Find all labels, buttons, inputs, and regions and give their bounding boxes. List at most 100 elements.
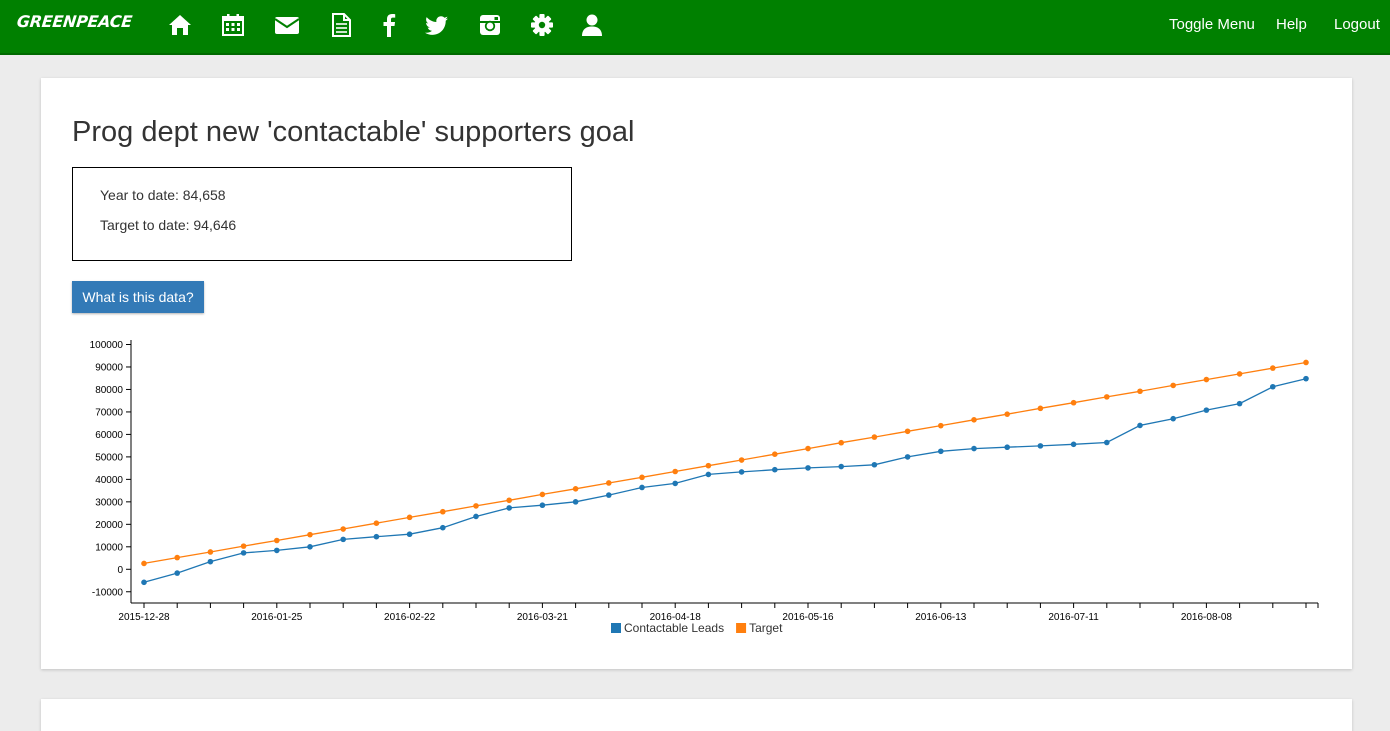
- contactable-leads-point[interactable]: [572, 499, 579, 505]
- y-tick-label: 60000: [95, 430, 123, 441]
- envelope-icon[interactable]: [273, 11, 301, 39]
- facebook-icon[interactable]: [375, 11, 403, 39]
- target-point[interactable]: [440, 508, 446, 515]
- year-to-date-stat: Year to date: 84,658: [100, 187, 226, 203]
- contactable-leads-point[interactable]: [1270, 383, 1276, 390]
- target-point[interactable]: [1203, 376, 1210, 383]
- legend-label-target[interactable]: Target: [749, 621, 783, 635]
- contactable-leads-point[interactable]: [1137, 422, 1143, 429]
- contactable-leads-point[interactable]: [705, 471, 712, 478]
- contactable-leads-point[interactable]: [838, 463, 844, 470]
- target-point[interactable]: [871, 434, 878, 440]
- x-tick-label: 2016-04-18: [650, 612, 702, 623]
- y-tick-label: 30000: [95, 497, 123, 508]
- target-point[interactable]: [572, 486, 579, 492]
- target-point[interactable]: [904, 428, 911, 435]
- contactable-leads-point[interactable]: [738, 469, 745, 475]
- contactable-leads-point[interactable]: [1104, 439, 1110, 446]
- y-tick-label: 40000: [95, 475, 123, 486]
- contactable-leads-point[interactable]: [805, 465, 811, 471]
- contactable-leads-point[interactable]: [506, 505, 512, 511]
- target-point[interactable]: [672, 468, 678, 475]
- target-point[interactable]: [606, 480, 612, 486]
- target-point[interactable]: [1303, 359, 1309, 366]
- contactable-leads-point[interactable]: [904, 454, 911, 460]
- target-point[interactable]: [1037, 405, 1044, 412]
- greenpeace-logo[interactable]: GREENPEACE: [16, 12, 133, 31]
- page-title: Prog dept new 'contactable' supporters g…: [72, 116, 635, 148]
- document-icon[interactable]: [327, 11, 355, 39]
- target-point[interactable]: [406, 514, 413, 521]
- target-point[interactable]: [1104, 394, 1110, 400]
- target-point[interactable]: [1270, 365, 1276, 371]
- stats-box: Year to date: 84,658 Target to date: 94,…: [72, 167, 572, 261]
- target-point[interactable]: [174, 554, 180, 561]
- target-point[interactable]: [705, 462, 712, 469]
- contactable-leads-point[interactable]: [606, 492, 612, 498]
- contactable-leads-point[interactable]: [240, 550, 247, 556]
- target-point[interactable]: [274, 537, 280, 544]
- contactable-leads-point[interactable]: [373, 533, 380, 540]
- legend-label-contactable-leads[interactable]: Contactable Leads: [624, 621, 724, 635]
- target-point[interactable]: [738, 457, 745, 463]
- target-point[interactable]: [373, 520, 380, 527]
- help-link[interactable]: Help: [1276, 16, 1307, 33]
- twitter-icon[interactable]: [423, 11, 451, 39]
- secondary-card: [41, 699, 1352, 731]
- calendar-icon[interactable]: [219, 11, 247, 39]
- home-icon[interactable]: [166, 11, 194, 39]
- target-to-date-stat: Target to date: 94,646: [100, 217, 237, 233]
- target-point[interactable]: [938, 422, 944, 429]
- contactable-leads-point[interactable]: [1303, 375, 1309, 382]
- user-icon[interactable]: [578, 11, 606, 39]
- contactable-leads-point[interactable]: [440, 524, 446, 531]
- target-point[interactable]: [838, 439, 844, 446]
- contactable-leads-point[interactable]: [1004, 444, 1010, 451]
- target-line: [143, 361, 1307, 565]
- target-point[interactable]: [772, 451, 778, 457]
- contactable-leads-point[interactable]: [772, 466, 778, 473]
- contactable-leads-point[interactable]: [938, 448, 944, 455]
- contactable-leads-point[interactable]: [141, 579, 147, 586]
- legend-swatch-target: [736, 623, 747, 633]
- instagram-icon[interactable]: [476, 11, 504, 39]
- contactable-leads-point[interactable]: [473, 513, 479, 520]
- contactable-leads-point[interactable]: [672, 480, 678, 487]
- target-point[interactable]: [1137, 388, 1143, 395]
- contactable-leads-point[interactable]: [871, 461, 878, 468]
- target-point[interactable]: [1070, 399, 1077, 406]
- contactable-leads-point[interactable]: [639, 484, 645, 491]
- target-point[interactable]: [1004, 411, 1010, 417]
- contactable-leads-point[interactable]: [307, 544, 313, 550]
- target-point[interactable]: [473, 503, 479, 509]
- target-point[interactable]: [539, 491, 546, 498]
- contactable-leads-point[interactable]: [406, 531, 413, 538]
- x-tick-label: 2016-06-13: [915, 612, 967, 623]
- target-point[interactable]: [805, 445, 811, 452]
- contactable-leads-point[interactable]: [1203, 407, 1210, 413]
- contactable-leads-point[interactable]: [1170, 415, 1176, 422]
- target-point[interactable]: [240, 543, 247, 549]
- toggle-menu-link[interactable]: Toggle Menu: [1169, 16, 1255, 33]
- target-point[interactable]: [207, 549, 214, 555]
- contactable-leads-point[interactable]: [971, 445, 977, 452]
- target-point[interactable]: [1170, 382, 1176, 389]
- target-point[interactable]: [141, 560, 147, 567]
- contactable-leads-point[interactable]: [1070, 441, 1077, 448]
- what-is-this-data-button[interactable]: What is this data?: [72, 281, 204, 313]
- target-point[interactable]: [971, 416, 977, 423]
- target-point[interactable]: [1236, 371, 1243, 377]
- target-point[interactable]: [506, 497, 512, 504]
- target-point[interactable]: [639, 474, 645, 481]
- contactable-leads-point[interactable]: [1037, 443, 1044, 449]
- contactable-leads-point[interactable]: [539, 502, 546, 509]
- contactable-leads-point[interactable]: [274, 547, 280, 554]
- target-point[interactable]: [340, 526, 347, 532]
- target-point[interactable]: [307, 531, 313, 538]
- contactable-leads-point[interactable]: [174, 570, 180, 576]
- gear-icon[interactable]: [528, 11, 556, 39]
- contactable-leads-point[interactable]: [1236, 400, 1243, 407]
- logout-link[interactable]: Logout: [1334, 16, 1380, 33]
- contactable-leads-point[interactable]: [340, 536, 347, 543]
- contactable-leads-point[interactable]: [207, 558, 214, 565]
